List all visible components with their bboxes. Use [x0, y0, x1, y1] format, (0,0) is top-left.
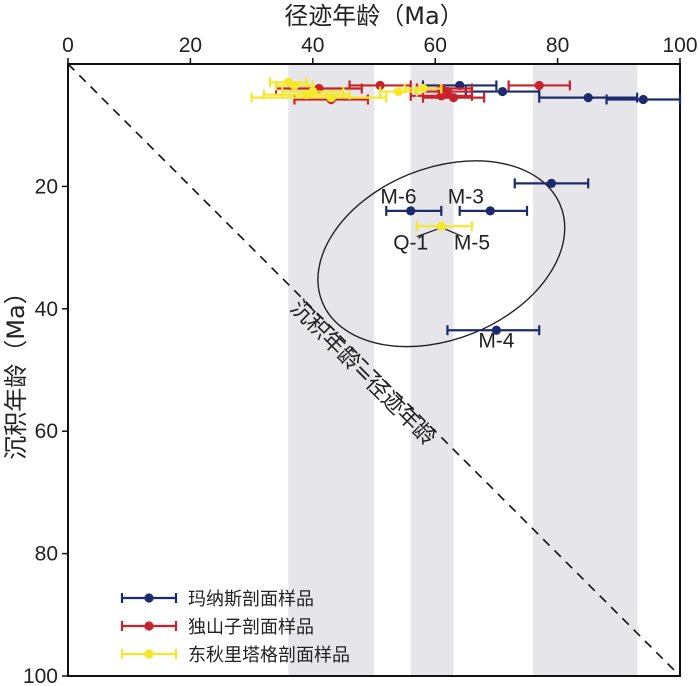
legend-item: 独山子剖面样品	[120, 617, 314, 638]
point-labels: M-6 M-3 Q-1 M-5 M-4	[380, 186, 514, 353]
data-point	[250, 92, 388, 103]
point-label: Q-1	[393, 231, 428, 254]
point-marker	[393, 86, 404, 97]
point-marker	[289, 80, 300, 91]
legend-item: 玛纳斯剖面样品	[120, 589, 314, 610]
cluster-ellipse	[317, 160, 566, 348]
y-tick-label: 20	[35, 175, 58, 198]
data-point	[415, 221, 474, 232]
leader-line	[445, 228, 463, 238]
data-point	[605, 94, 682, 105]
x-axis-ticks: 0 20 40 60 80 100	[62, 34, 698, 64]
point-label: M-3	[448, 186, 484, 209]
x-tick-label: 80	[546, 34, 569, 57]
data-point	[421, 92, 486, 103]
point-marker	[534, 80, 544, 91]
point-marker	[583, 93, 593, 103]
point-label: M-4	[478, 329, 514, 352]
x-tick-label: 20	[179, 34, 202, 57]
point-marker	[326, 93, 336, 103]
data-point	[458, 205, 529, 216]
legend-marker	[144, 593, 154, 603]
point-label: M-6	[380, 186, 416, 209]
shaded-band	[410, 64, 454, 676]
y-tick-label: 100	[23, 665, 58, 686]
label-leader-lines	[416, 228, 463, 238]
legend-marker	[144, 621, 154, 631]
data-point	[464, 86, 541, 97]
point-marker	[485, 206, 495, 216]
data-point	[538, 92, 639, 103]
data-point	[385, 205, 443, 216]
data-point	[446, 325, 541, 336]
data-point	[507, 80, 571, 91]
data-point	[403, 83, 443, 94]
point-marker	[497, 86, 508, 97]
legend-item: 东秋里塔格剖面样品	[120, 645, 350, 666]
point-marker	[375, 80, 385, 91]
shaded-band	[533, 64, 638, 676]
point-marker	[448, 93, 459, 103]
x-tick-label: 0	[62, 34, 74, 57]
plot-frame	[67, 63, 681, 677]
y-tick-label: 60	[35, 420, 58, 443]
data-point	[513, 178, 590, 189]
x-tick-label: 60	[424, 34, 447, 57]
point-marker	[546, 178, 557, 188]
point-marker	[436, 221, 446, 231]
leader-line	[416, 228, 438, 238]
point-marker	[406, 206, 416, 216]
y-axis-title: 沉积年龄（Ma）	[2, 280, 30, 459]
data-points	[250, 77, 682, 336]
x-axis-title: 径迹年龄（Ma）	[284, 2, 463, 30]
point-label: M-5	[454, 231, 490, 254]
data-point	[274, 80, 314, 91]
point-marker	[638, 94, 648, 105]
legend-label: 东秋里塔格剖面样品	[188, 645, 350, 666]
point-marker	[418, 83, 428, 94]
y-axis-ticks: 20 40 60 80 100	[23, 175, 68, 686]
x-tick-label: 40	[301, 34, 324, 57]
data-point	[379, 86, 418, 97]
point-marker	[491, 325, 501, 335]
data-point	[348, 80, 412, 91]
y-tick-label: 80	[35, 543, 58, 566]
legend-marker	[144, 649, 154, 659]
x-tick-label: 100	[662, 34, 697, 57]
reference-dashed-line	[67, 63, 681, 677]
shaded-age-bands	[288, 64, 638, 676]
y-tick-label: 40	[35, 298, 58, 321]
shaded-band	[288, 64, 374, 676]
legend-label: 独山子剖面样品	[188, 617, 314, 638]
legend-label: 玛纳斯剖面样品	[188, 589, 314, 610]
